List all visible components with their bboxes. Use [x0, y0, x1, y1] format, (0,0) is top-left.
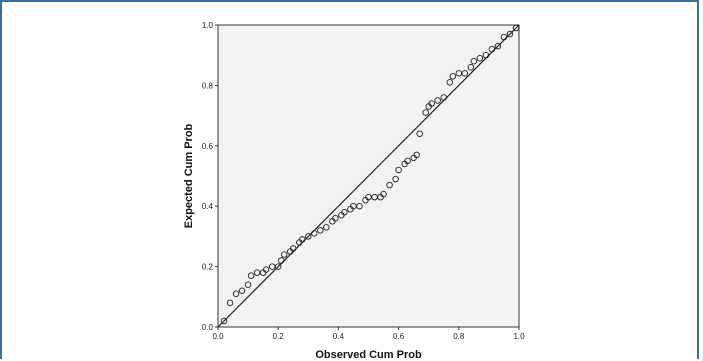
x-tick-label: 1.0: [513, 332, 525, 341]
y-tick-label: 0.0: [202, 323, 214, 332]
data-point: [470, 57, 478, 65]
data-point: [440, 94, 448, 101]
data-point: [386, 181, 393, 189]
data-point: [220, 317, 228, 325]
data-point: [274, 263, 282, 270]
x-axis: 0.0 0.2 0.4 0.6 0.8 1.0: [212, 327, 525, 341]
data-point: [512, 24, 520, 32]
data-point: [500, 33, 508, 41]
reference-diagonal-line: [217, 24, 520, 328]
data-point: [482, 51, 490, 59]
y-tick-label: 0.4: [202, 202, 214, 211]
data-point: [380, 190, 387, 198]
data-point: [413, 151, 420, 159]
data-point: [467, 64, 475, 71]
data-point: [506, 30, 514, 38]
data-point: [356, 202, 363, 210]
data-point: [317, 227, 324, 234]
data-point: [244, 281, 252, 288]
x-axis-title: Observed Cum Prob: [315, 349, 422, 361]
y-tick-label: 0.8: [202, 81, 214, 90]
data-point: [449, 73, 457, 80]
x-tick-label: 0.8: [453, 332, 465, 341]
data-point: [476, 54, 484, 62]
y-tick-label: 0.6: [202, 142, 214, 151]
data-point: [392, 175, 399, 183]
data-point: [494, 42, 502, 50]
x-tick-label: 0.0: [212, 332, 224, 341]
data-point: [290, 245, 297, 252]
data-point: [262, 266, 270, 273]
data-point: [305, 233, 312, 240]
data-point: [238, 287, 246, 295]
data-point: [428, 100, 435, 107]
data-point: [341, 208, 348, 216]
data-point: [247, 272, 255, 279]
data-point: [395, 166, 402, 174]
data-point: [488, 45, 496, 53]
x-tick-label: 0.4: [333, 332, 345, 341]
data-points: [220, 24, 520, 325]
data-point: [226, 299, 234, 307]
data-point: [280, 251, 288, 258]
data-point: [332, 215, 339, 222]
data-point: [311, 230, 318, 237]
data-point: [232, 290, 240, 298]
y-axis-title: Expected Cum Prob: [183, 123, 195, 228]
data-point: [446, 79, 454, 86]
y-axis: 0.0 0.2 0.4 0.6 0.8 1.0: [202, 21, 218, 332]
data-point: [422, 109, 429, 116]
x-tick-label: 0.6: [393, 332, 405, 341]
x-tick-label: 0.2: [273, 332, 285, 341]
data-point: [299, 236, 306, 243]
data-point: [434, 97, 441, 104]
data-point: [323, 224, 330, 231]
data-point: [461, 70, 469, 77]
data-point: [404, 157, 411, 165]
y-tick-label: 0.2: [202, 263, 214, 272]
data-point: [416, 130, 423, 137]
data-point: [277, 257, 285, 264]
y-tick-label: 1.0: [202, 21, 214, 30]
